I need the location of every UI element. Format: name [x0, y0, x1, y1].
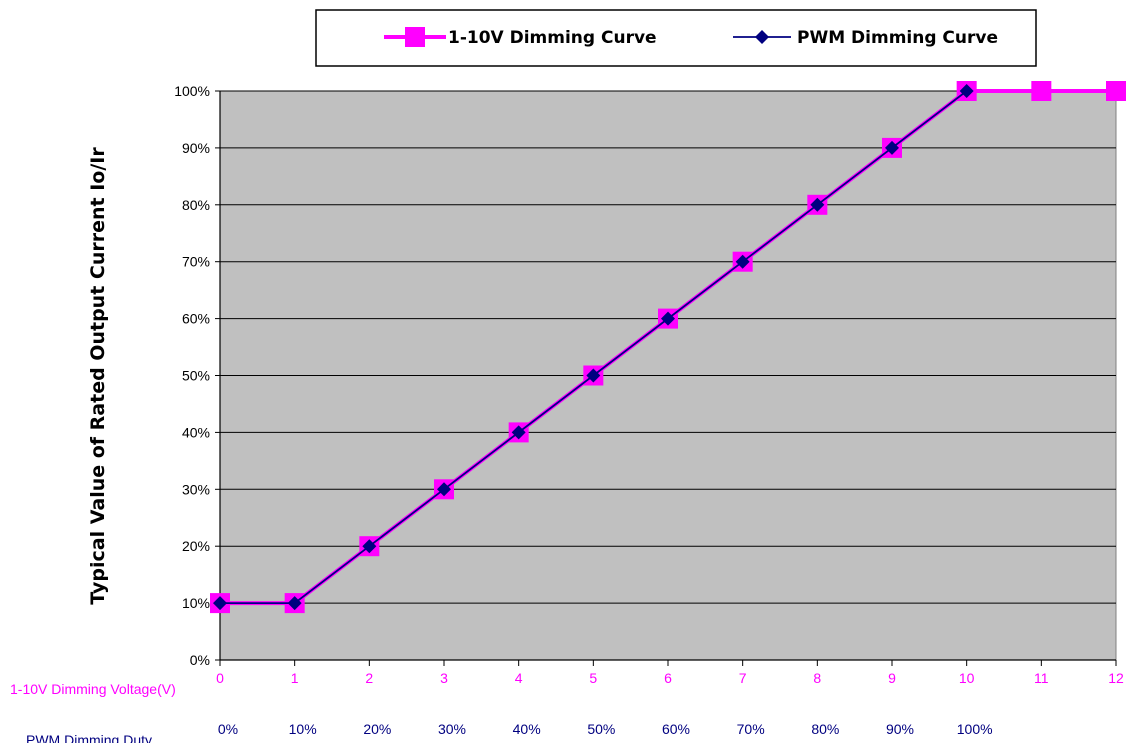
marker-pwm [735, 254, 750, 269]
x-tick-label: 9 [888, 670, 896, 686]
y-tick-label: 50% [182, 368, 210, 384]
x-tick-label: 5 [589, 670, 597, 686]
x-tick-label: 40% [513, 721, 541, 737]
marker-pwm [885, 140, 899, 155]
legend: 1-10V Dimming Curve PWM Dimming Curve [315, 9, 1037, 67]
x-tick-label: 1 [291, 670, 299, 686]
plot-area [215, 90, 1117, 666]
legend-swatch-square [405, 27, 425, 47]
marker-pwm [511, 425, 526, 440]
x-tick-label: 11 [1034, 670, 1049, 686]
y-tick-label: 40% [182, 424, 210, 440]
y-axis-ticks: 0% 10% 20% 30% 40% 50% 60% 70% 80% 90% 100% [174, 83, 210, 668]
x-tick-label: 3 [440, 670, 448, 686]
y-axis-label: Typical Value of Rated Output Current Io… [87, 147, 109, 605]
x-tick-label: 0 [216, 670, 224, 686]
x-axis-rows: 1-10V Dimming Voltage(V)0 1 2 3 4 5 6 7 8 9 10 11 12… [10, 670, 1124, 743]
y-tick-label: 20% [182, 538, 210, 554]
x-tick-label: 60% [662, 721, 690, 737]
y-tick-label: 60% [182, 311, 210, 327]
marker-1-10v [1031, 81, 1052, 101]
x-tick-label: 4 [515, 670, 523, 686]
marker-pwm [437, 482, 451, 497]
x-tick-label: 90% [886, 721, 914, 737]
x-tick-label: 20% [363, 721, 391, 737]
marker-1-10v [1106, 81, 1126, 101]
x-tick-label: 100% [957, 721, 993, 737]
x-tick-label: 0% [218, 721, 238, 737]
x-tick-label: 50% [587, 721, 615, 737]
x-tick-label: 80% [811, 721, 839, 737]
x-tick-label: 2 [365, 670, 373, 686]
y-tick-label: 100% [174, 83, 210, 99]
y-tick-label: 70% [182, 254, 210, 270]
y-tick-label: 90% [182, 140, 210, 156]
legend-label: 1-10V Dimming Curve [448, 28, 657, 48]
marker-pwm [213, 596, 227, 611]
x-tick-label: 10 [959, 670, 975, 686]
x-tick-label: 30% [438, 721, 466, 737]
x-tick-label: 8 [813, 670, 821, 686]
marker-pwm [810, 197, 825, 212]
y-tick-label: 10% [182, 595, 210, 611]
marker-pwm [661, 311, 675, 326]
y-tick-label: 80% [182, 197, 210, 213]
x-tick-label: 12 [1108, 670, 1124, 686]
marker-pwm [959, 84, 974, 98]
marker-pwm [586, 368, 601, 383]
x-tick-label: 7 [739, 670, 747, 686]
legend-label: PWM Dimming Curve [797, 28, 998, 48]
x-tick-label: 70% [737, 721, 765, 737]
series-layer [210, 81, 1126, 614]
x-row-label: PWM Dimming Duty [26, 732, 152, 743]
y-tick-label: 0% [190, 652, 210, 668]
x-tick-label: 10% [289, 721, 317, 737]
y-tick-label: 30% [182, 481, 210, 497]
legend-swatch-diamond [755, 30, 769, 44]
marker-pwm [287, 596, 302, 611]
x-tick-label: 6 [664, 670, 672, 686]
x-row-label: 1-10V Dimming Voltage(V) [10, 681, 176, 697]
marker-pwm [362, 539, 377, 554]
